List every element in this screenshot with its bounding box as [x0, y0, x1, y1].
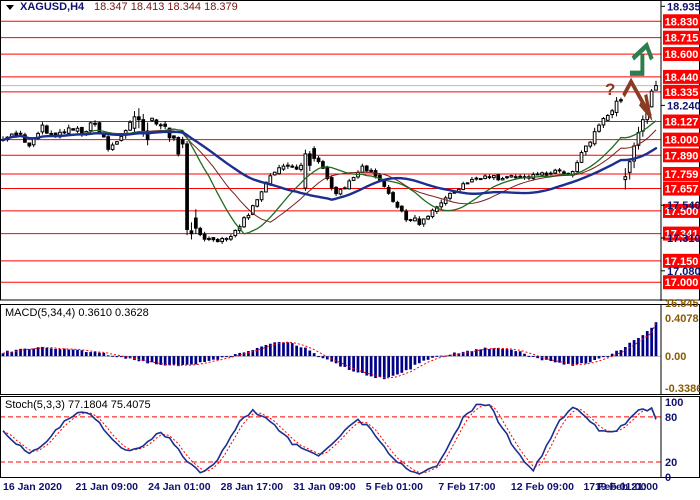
svg-text:Stoch(5,3,3) 77.1804 75.4075: Stoch(5,3,3) 77.1804 75.4075: [5, 399, 151, 411]
svg-text:17.080: 17.080: [667, 266, 700, 278]
svg-text:17.890: 17.890: [665, 150, 699, 162]
svg-text:80: 80: [665, 412, 677, 424]
svg-text:28 Jan 17:00: 28 Jan 17:00: [221, 481, 284, 493]
svg-text:0.4078: 0.4078: [665, 313, 699, 325]
svg-text:18.935: 18.935: [667, 1, 700, 13]
svg-text:7 Feb 17:00: 7 Feb 17:00: [438, 481, 495, 493]
svg-text:18.347 18.413 18.344 18.379: 18.347 18.413 18.344 18.379: [94, 1, 238, 13]
svg-text:18.240: 18.240: [667, 100, 700, 112]
svg-text:17.759: 17.759: [665, 169, 699, 181]
svg-text:16 Jan 2020: 16 Jan 2020: [3, 481, 62, 493]
svg-text:17.540: 17.540: [667, 200, 700, 212]
svg-text:18.127: 18.127: [665, 117, 699, 129]
svg-text:18.715: 18.715: [665, 33, 699, 45]
svg-text:18.000: 18.000: [665, 135, 699, 147]
svg-text:24 Jan 01:00: 24 Jan 01:00: [148, 481, 211, 493]
svg-text:31 Jan 09:00: 31 Jan 09:00: [293, 481, 356, 493]
svg-text:19 Feb 21:00: 19 Feb 21:00: [595, 481, 658, 493]
svg-text:0.00: 0.00: [665, 351, 686, 363]
svg-text:18.440: 18.440: [665, 72, 699, 84]
svg-text:XAGUSD,H4: XAGUSD,H4: [20, 1, 85, 13]
svg-text:0: 0: [665, 472, 671, 484]
svg-text:17.310: 17.310: [667, 233, 700, 245]
svg-text:18.335: 18.335: [665, 87, 699, 99]
svg-text:100: 100: [665, 397, 683, 409]
svg-text:17.000: 17.000: [665, 277, 699, 289]
svg-text:21 Jan 09:00: 21 Jan 09:00: [76, 481, 139, 493]
svg-text:?: ?: [605, 80, 615, 99]
svg-text:18.600: 18.600: [665, 49, 699, 61]
svg-text:MACD(5,34,4) 0.3610 0.3628: MACD(5,34,4) 0.3610 0.3628: [5, 307, 149, 319]
svg-text:17.657: 17.657: [665, 184, 699, 196]
svg-text:-0.3386: -0.3386: [665, 383, 700, 395]
svg-text:16.845: 16.845: [665, 298, 699, 310]
svg-text:20: 20: [665, 457, 677, 469]
svg-text:5 Feb 01:00: 5 Feb 01:00: [366, 481, 423, 493]
svg-text:18.830: 18.830: [665, 16, 699, 28]
svg-text:12 Feb 09:00: 12 Feb 09:00: [511, 481, 574, 493]
